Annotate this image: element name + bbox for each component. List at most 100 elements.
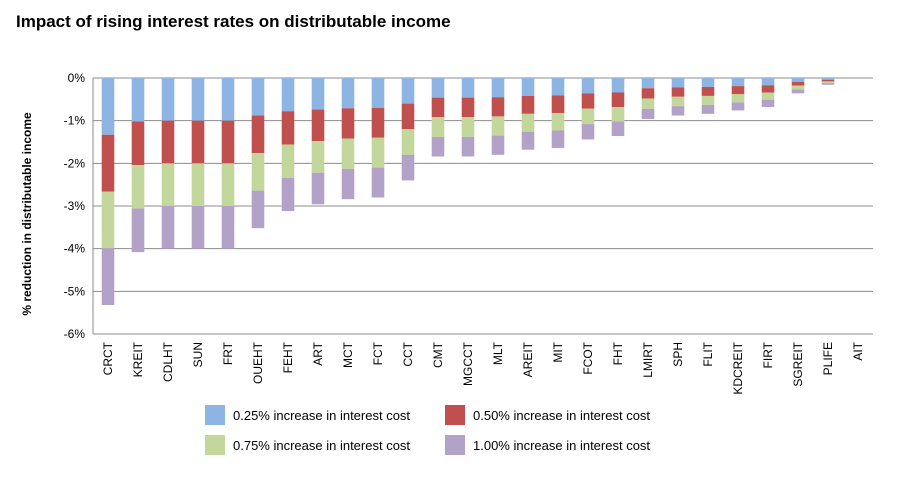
- bar-segment: [251, 78, 265, 116]
- bar-segment: [731, 78, 745, 87]
- bar-segment: [791, 89, 805, 94]
- bar-segment: [131, 165, 145, 209]
- bar-segment: [341, 138, 355, 169]
- x-tick-label: CDLHT: [161, 341, 175, 382]
- bar-segment: [491, 97, 505, 117]
- bar-segment: [131, 121, 145, 166]
- y-axis-label: % reduction in distributable income: [20, 112, 34, 316]
- bar-segment: [671, 106, 685, 116]
- bar-segment: [701, 86, 715, 96]
- bar-segment: [191, 206, 205, 249]
- bar-segment: [461, 136, 475, 157]
- legend-swatch: [445, 405, 465, 425]
- bar-segment: [701, 104, 715, 114]
- bar-segment: [491, 78, 505, 98]
- bar-segment: [161, 163, 175, 206]
- bar-segment: [101, 78, 115, 135]
- bar-segment: [491, 116, 505, 136]
- bar-segment: [731, 86, 745, 95]
- x-tick-label: ART: [311, 341, 325, 365]
- x-tick-label: MIT: [551, 341, 565, 362]
- bar-segment: [731, 102, 745, 111]
- bar-segment: [431, 97, 445, 118]
- bar-segment: [251, 190, 265, 229]
- x-tick-label: FLIT: [701, 341, 715, 366]
- x-tick-label: CRCT: [101, 341, 115, 375]
- bar-segment: [371, 167, 385, 198]
- bar-segment: [191, 120, 205, 164]
- bar-segment: [161, 206, 175, 249]
- legend-item: 1.00% increase in interest cost: [445, 435, 650, 455]
- bar-segment: [821, 78, 835, 80]
- bar-segment: [761, 78, 775, 86]
- bar-segment: [371, 137, 385, 168]
- bar-segment: [551, 95, 565, 113]
- x-tick-label: OUEHT: [251, 341, 265, 384]
- bar-segment: [581, 108, 595, 125]
- bar-segment: [161, 78, 175, 121]
- bar-segment: [761, 92, 775, 100]
- bar-segment: [371, 107, 385, 138]
- bar-segment: [611, 92, 625, 108]
- bar-segment: [671, 87, 685, 97]
- y-tick-label: -2%: [64, 156, 86, 170]
- x-tick-label: KDCREIT: [731, 341, 745, 394]
- legend-swatch: [445, 435, 465, 455]
- bar-segment: [641, 108, 655, 119]
- bar-segment: [821, 83, 835, 85]
- bar-segment: [821, 81, 835, 84]
- x-tick-label: CCT: [401, 341, 415, 366]
- legend-label: 0.25% increase in interest cost: [233, 407, 411, 423]
- x-tick-label: FIRT: [761, 341, 775, 368]
- bar-segment: [731, 94, 745, 103]
- bar-segment: [131, 208, 145, 253]
- bar-segment: [641, 78, 655, 89]
- x-tick-label: MLT: [491, 341, 505, 365]
- bar-segment: [221, 206, 235, 249]
- bar-segment: [431, 136, 445, 157]
- x-tick-label: FEHT: [281, 341, 295, 373]
- x-tick-label: MCT: [341, 341, 355, 368]
- legend-label: 0.75% increase in interest cost: [233, 437, 411, 453]
- bar-segment: [431, 117, 445, 137]
- x-tick-label: AREIT: [521, 341, 535, 377]
- x-tick-label: SPH: [671, 342, 685, 367]
- bar-segment: [701, 95, 715, 105]
- bar-segment: [401, 78, 415, 104]
- legend-item: 0.25% increase in interest cost: [205, 405, 410, 425]
- bar-segment: [761, 85, 775, 93]
- bar-segment: [401, 103, 415, 130]
- bar-segment: [521, 78, 535, 96]
- bar-segment: [521, 95, 535, 114]
- bar-segment: [551, 78, 565, 96]
- bar-segment: [611, 78, 625, 93]
- x-tick-label: FRT: [221, 341, 235, 365]
- bar-segment: [221, 120, 235, 164]
- bar-segment: [461, 78, 475, 98]
- bar-segment: [101, 191, 115, 249]
- bar-segment: [521, 113, 535, 132]
- bar-segment: [191, 163, 205, 206]
- x-tick-label: KREIT: [131, 341, 145, 377]
- y-tick-label: -5%: [64, 284, 86, 298]
- bar-segment: [281, 177, 295, 212]
- x-tick-label: CMT: [431, 341, 445, 368]
- bar-segment: [191, 78, 205, 121]
- bar-segment: [761, 99, 775, 108]
- bar-segment: [311, 172, 325, 205]
- y-tick-label: -3%: [64, 199, 86, 213]
- bar-segment: [311, 141, 325, 173]
- bar-segment: [281, 144, 295, 178]
- legend-item: 0.50% increase in interest cost: [445, 405, 650, 425]
- x-tick-label: MGCCT: [461, 341, 475, 386]
- bar-segment: [221, 78, 235, 121]
- x-tick-label: LMIRT: [641, 341, 655, 377]
- bar-segment: [311, 78, 325, 110]
- legend-label: 0.50% increase in interest cost: [473, 407, 651, 423]
- bar-segment: [701, 78, 715, 87]
- bar-segment: [401, 154, 415, 181]
- bar-segment: [821, 79, 835, 82]
- bar-segment: [581, 78, 595, 94]
- bar-segment: [341, 108, 355, 139]
